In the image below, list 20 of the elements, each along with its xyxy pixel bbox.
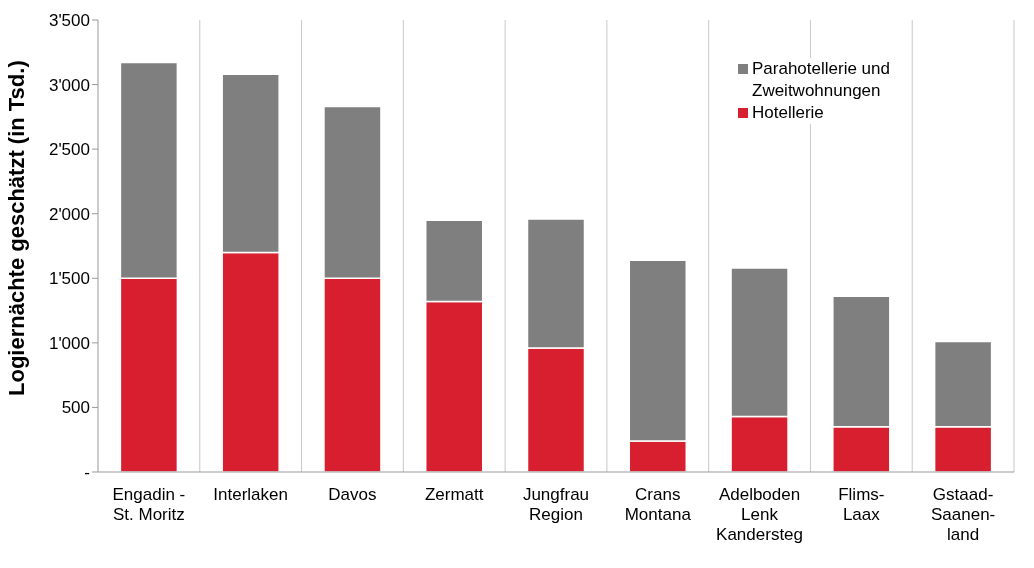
x-tick-label: Zermatt — [424, 485, 484, 504]
y-tick-label: 3'000 — [48, 75, 90, 95]
x-tick-label: Engadin - St. Moritz — [112, 485, 186, 524]
y-tick-label: 1'500 — [48, 269, 90, 289]
y-tick-label: - — [84, 463, 90, 483]
x-tick-label: Interlaken — [213, 485, 288, 504]
y-tick-label: 500 — [61, 398, 90, 418]
y-tick-label: 3'500 — [48, 11, 90, 31]
x-tick-label: Davos — [328, 485, 377, 504]
x-tick-label: Adelboden Lenk Kandersteg — [716, 485, 804, 544]
x-tick-label: Jungfrau Region — [522, 485, 590, 524]
y-tick-label: 2'000 — [48, 204, 90, 224]
y-axis-title: Logiernächte geschätzt (in Tsd.) — [3, 60, 29, 396]
x-tick-label: Crans Montana — [624, 485, 692, 524]
legend-label: Hotellerie — [752, 102, 824, 124]
y-tick-label: 2'500 — [48, 140, 90, 160]
x-tick-label: Gstaad- Saanen- land — [930, 485, 996, 544]
y-tick-label: 1'000 — [48, 333, 90, 353]
x-tick-label: Flims- Laax — [838, 485, 885, 524]
legend-label: Parahotellerie und Zweitwohnungen — [752, 58, 890, 102]
